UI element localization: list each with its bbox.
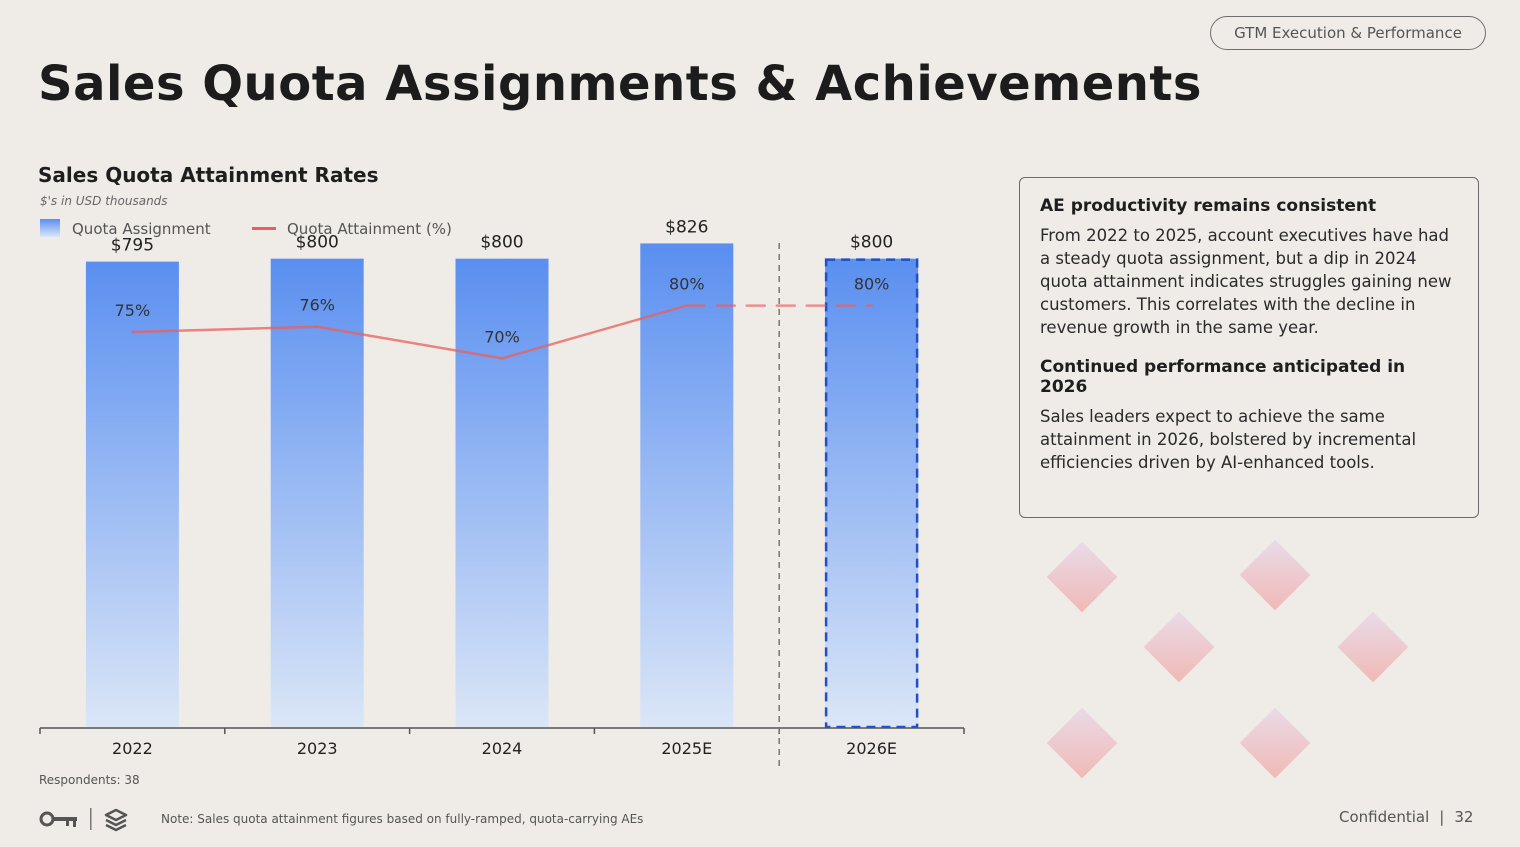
attainment-line-layer: [131, 304, 873, 360]
s-logo-icon: [104, 808, 128, 832]
diamond-shape: [1337, 611, 1409, 683]
bar-2024: [455, 258, 549, 728]
footnote: Note: Sales quota attainment figures bas…: [161, 812, 644, 826]
attainment-value-label: 75%: [115, 301, 151, 320]
insight-body: Sales leaders expect to achieve the same…: [1040, 407, 1417, 472]
bar-2025E: [640, 243, 734, 728]
projected-bar-outline: [824, 258, 919, 729]
section-tag: GTM Execution & Performance: [1210, 16, 1486, 50]
legend-line-label: Quota Attainment (%): [287, 220, 452, 238]
labels-layer: $795 $800 $800 $826 $800 75% 76% 70% 80% 80% 2022 2…: [111, 217, 897, 758]
bar-value-label: $800: [296, 233, 339, 253]
chart-subtitle: $'s in USD thousands: [40, 194, 168, 208]
decorative-diamonds: [1046, 539, 1409, 779]
attainment-line-segment: [500, 304, 689, 360]
bars-layer: [85, 243, 919, 729]
diamond-shape: [1143, 611, 1215, 683]
bar-value-label: $826: [665, 217, 708, 237]
legend-bar-swatch: [40, 219, 60, 237]
key-logo-icon: [39, 811, 77, 827]
insight-heading: Continued performance anticipated in 202…: [1040, 357, 1406, 397]
attainment-value-label: 80%: [669, 275, 705, 294]
diamond-shape: [1239, 539, 1311, 611]
page-title: Sales Quota Assignments & Achievements: [38, 56, 1202, 112]
diamond-shape: [1046, 707, 1118, 779]
bar-value-label: $800: [480, 233, 523, 253]
attainment-line-segment: [131, 325, 319, 334]
x-tick-label: 2026E: [846, 739, 897, 758]
legend-line-swatch: [252, 227, 276, 230]
bar-2026E: [825, 258, 919, 728]
respondents-note: Respondents: 38: [39, 773, 140, 787]
legend-bar-label: Quota Assignment: [72, 220, 211, 238]
attainment-value-label: 76%: [299, 296, 335, 315]
attainment-line-segment: [315, 325, 504, 360]
insights-panel: AE productivity remains consistent From …: [1019, 177, 1479, 518]
x-tick-label: 2025E: [661, 739, 712, 758]
attainment-value-label: 70%: [484, 327, 520, 346]
page-footer: Confidential | 32: [1339, 808, 1473, 826]
x-tick-label: 2024: [482, 739, 523, 758]
x-tick-label: 2022: [112, 739, 153, 758]
diamond-shape: [1239, 707, 1311, 779]
brand-logos: [39, 808, 128, 832]
bar-value-label: $795: [111, 236, 154, 256]
bar-value-label: $800: [850, 233, 893, 253]
logo-divider: [90, 808, 92, 830]
diamond-shape: [1046, 541, 1118, 613]
footer-separator: |: [1439, 808, 1445, 826]
attainment-value-label: 80%: [854, 275, 890, 294]
x-tick-label: 2023: [297, 739, 338, 758]
bar-2022: [85, 261, 179, 728]
x-axis-layer: [39, 243, 965, 766]
quota-chart: $795 $800 $800 $826 $800 75% 76% 70% 80% 80% 2022 2…: [39, 217, 965, 766]
bar-2023: [270, 258, 364, 728]
confidential-label: Confidential: [1339, 808, 1430, 826]
page-number: 32: [1454, 808, 1474, 826]
insight-body: From 2022 to 2025, account executives ha…: [1040, 226, 1452, 337]
chart-title: Sales Quota Attainment Rates: [38, 163, 379, 187]
insight-heading: AE productivity remains consistent: [1040, 196, 1377, 216]
